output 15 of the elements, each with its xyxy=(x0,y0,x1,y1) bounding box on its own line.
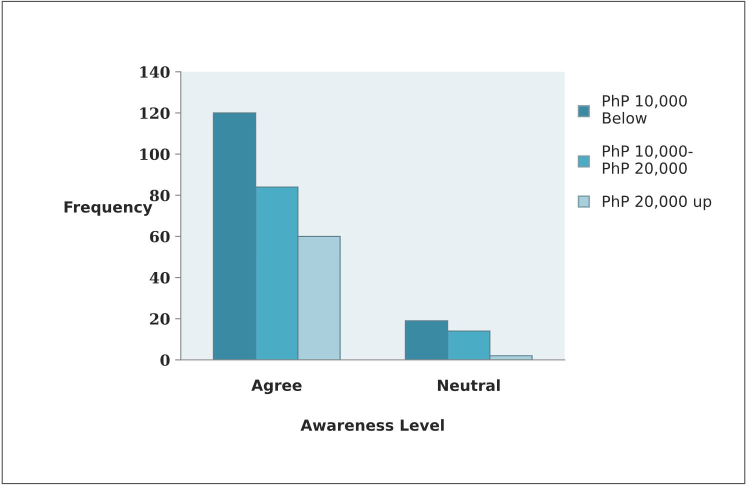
legend-label: PhP 10,000 Below xyxy=(602,94,687,124)
legend-label: PhP 10,000- PhP 20,000 xyxy=(602,145,693,176)
x-axis-title: Awareness Level xyxy=(300,419,444,431)
y-tick-label: 20 xyxy=(150,313,170,325)
legend-label: PhP 20,000 up xyxy=(602,195,712,210)
y-tick-label: 40 xyxy=(150,272,170,284)
y-tick-label: 0 xyxy=(160,354,170,366)
y-tick-label: 80 xyxy=(150,190,170,202)
x-tick-label: Neutral xyxy=(438,379,500,392)
y-tick-label: 140 xyxy=(140,66,170,78)
y-tick-label: 60 xyxy=(150,230,170,242)
y-tick-label: 120 xyxy=(140,107,170,119)
y-tick-label: 100 xyxy=(140,148,170,160)
x-tick-label: Agree xyxy=(251,380,302,394)
y-axis-title: Frequency xyxy=(64,201,152,216)
